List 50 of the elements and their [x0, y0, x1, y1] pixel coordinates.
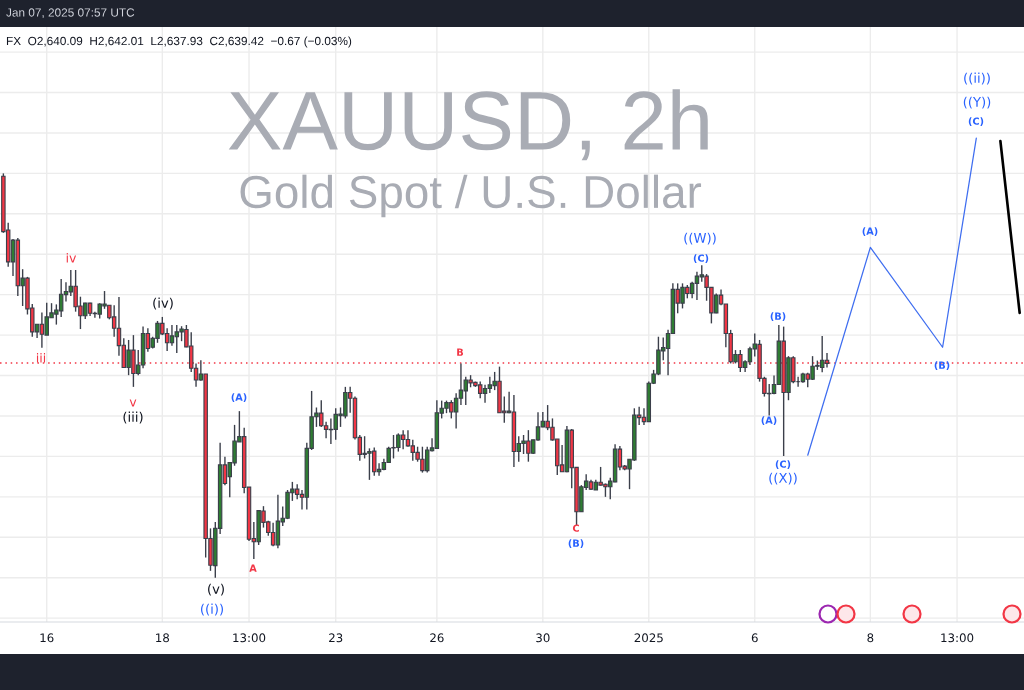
x-tick-label: 26: [430, 633, 444, 643]
text: (v): [208, 583, 224, 596]
annotation: (A): [862, 227, 878, 236]
candlestick: [453, 392, 459, 430]
annotation: iv: [66, 252, 77, 263]
annotation: (B): [934, 361, 950, 370]
x-tick-label: 16: [40, 633, 54, 643]
annotation: v: [129, 399, 137, 407]
x-tick-label: 30: [536, 633, 550, 643]
annotation: (A): [231, 393, 247, 402]
x-tick-label: 13:00: [941, 633, 974, 643]
x-tick-label: 2025: [634, 633, 663, 643]
annotation: (iv): [153, 297, 173, 310]
x-tick-label: 8: [867, 633, 874, 643]
x-tick-label: 18: [156, 633, 170, 643]
candlestick: [400, 429, 406, 450]
candlestick: [169, 324, 175, 347]
candlestick: [58, 278, 64, 318]
x-tick-label: 23: [329, 633, 343, 643]
annotation: iii: [36, 352, 46, 363]
candlestick: [39, 311, 45, 349]
text: (C): [968, 117, 984, 126]
candlestick: [482, 384, 488, 404]
candlestick: [694, 270, 700, 301]
text: ((ii)): [964, 72, 990, 85]
candlestick: [819, 335, 825, 374]
text: Jan 07, 2025 07:57 UTC: [6, 8, 135, 19]
text: ((Y)): [963, 96, 991, 109]
candlestick: [174, 324, 180, 354]
annotation: C: [572, 524, 579, 532]
annotation: ((W)): [684, 232, 716, 245]
chart-subtitle: Gold Spot / U.S. Dollar: [240, 174, 702, 218]
annotation: A: [249, 564, 257, 572]
text: ((i)): [201, 603, 223, 616]
x-tick-label: 6: [751, 633, 758, 643]
candlestick: [275, 494, 281, 549]
annotation: (C): [775, 460, 791, 469]
x-tick-label: 13:00: [233, 633, 266, 643]
candlestick: [410, 439, 416, 462]
text: FX O2,640.09 H2,642.01 L2,637.93 C2,639.42 −0.67 (−0.03%): [6, 36, 352, 48]
annotation: (B): [770, 312, 786, 321]
annotation: B: [457, 348, 464, 356]
annotation: (iii): [123, 411, 143, 424]
annotation: ((X)): [769, 472, 797, 485]
annotation: (A): [761, 416, 777, 425]
chart-title: XAUUSD, 2h: [228, 89, 708, 161]
annotation: (B): [568, 539, 584, 548]
candlestick: [487, 376, 493, 394]
annotation: (C): [693, 254, 709, 263]
candlestick: [747, 346, 753, 366]
